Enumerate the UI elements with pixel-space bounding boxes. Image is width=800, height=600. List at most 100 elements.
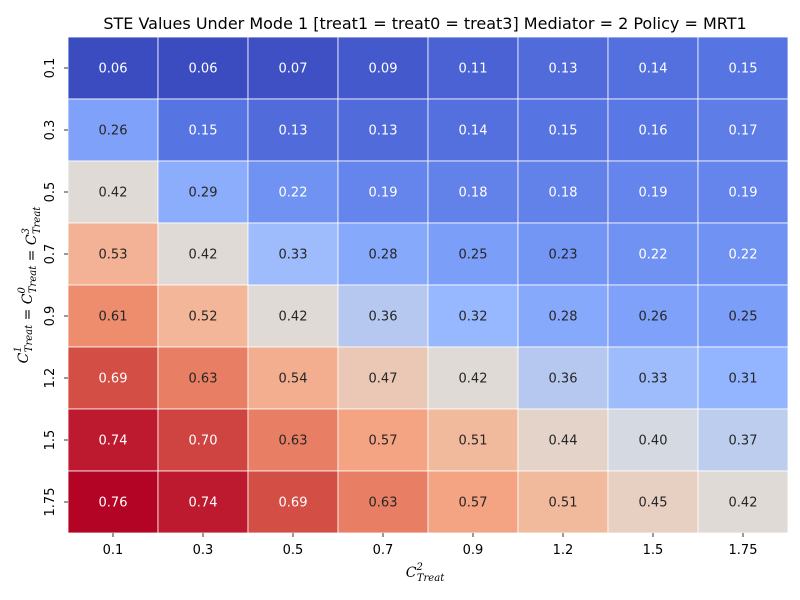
heatmap-cell — [157, 160, 249, 224]
cell-value-label: 0.42 — [279, 310, 308, 325]
y-tick-label: 1.75 — [43, 488, 58, 517]
y-tick-label: 0.5 — [43, 182, 58, 203]
cell-value-label: 0.63 — [279, 434, 308, 449]
cell-value-label: 0.16 — [639, 124, 668, 139]
cell-value-label: 0.19 — [369, 186, 398, 201]
heatmap-cell — [337, 36, 429, 100]
heatmap-cell — [607, 98, 699, 162]
cell-value-label: 0.07 — [279, 62, 308, 77]
heatmap-cell — [427, 470, 519, 534]
heatmap-cell — [157, 346, 249, 410]
cell-value-label: 0.33 — [279, 248, 308, 263]
y-tick-label: 0.9 — [43, 306, 58, 327]
heatmap-cell — [67, 36, 159, 100]
cell-value-label: 0.74 — [189, 496, 218, 511]
y-axis-ticks: 0.1 0.3 0.5 0.7 0.9 1.2 1.5 1.75 — [43, 58, 68, 517]
heatmap-cell — [607, 160, 699, 224]
cell-value-label: 0.26 — [639, 310, 668, 325]
heatmap-cells: 0.06 0.06 0.07 0.09 0.11 0.13 0.14 0.15 0.26 0.15… — [67, 36, 789, 534]
y-tick-label: 0.7 — [43, 244, 58, 265]
cell-value-label: 0.14 — [639, 62, 668, 77]
heatmap-cell — [337, 160, 429, 224]
heatmap-cell — [247, 470, 339, 534]
heatmap-cell — [427, 346, 519, 410]
heatmap-cell — [247, 284, 339, 348]
cell-value-label: 0.25 — [459, 248, 488, 263]
cell-value-label: 0.51 — [459, 434, 488, 449]
cell-value-label: 0.57 — [459, 496, 488, 511]
cell-value-label: 0.18 — [549, 186, 578, 201]
cell-value-label: 0.13 — [369, 124, 398, 139]
cell-value-label: 0.22 — [639, 248, 668, 263]
cell-value-label: 0.19 — [729, 186, 758, 201]
heatmap-cell — [607, 284, 699, 348]
heatmap-cell — [607, 346, 699, 410]
heatmap-cell — [607, 222, 699, 286]
cell-value-label: 0.76 — [99, 496, 128, 511]
cell-value-label: 0.70 — [189, 434, 218, 449]
cell-value-label: 0.54 — [279, 372, 308, 387]
heatmap-cell — [67, 222, 159, 286]
cell-value-label: 0.57 — [369, 434, 398, 449]
cell-value-label: 0.47 — [369, 372, 398, 387]
x-tick-label: 0.3 — [193, 543, 214, 558]
heatmap-cell — [247, 346, 339, 410]
cell-value-label: 0.22 — [729, 248, 758, 263]
heatmap-cell — [67, 160, 159, 224]
x-axis-label: C2 Treat — [406, 562, 445, 584]
heatmap-cell — [517, 36, 609, 100]
heatmap-cell — [157, 36, 249, 100]
heatmap-cell — [427, 98, 519, 162]
cell-value-label: 0.44 — [549, 434, 578, 449]
heatmap-cell — [427, 36, 519, 100]
heatmap-cell — [697, 346, 789, 410]
cell-value-label: 0.37 — [729, 434, 758, 449]
cell-value-label: 0.42 — [459, 372, 488, 387]
cell-value-label: 0.61 — [99, 310, 128, 325]
cell-value-label: 0.32 — [459, 310, 488, 325]
heatmap-cell — [697, 408, 789, 472]
cell-value-label: 0.45 — [639, 496, 668, 511]
heatmap-cell — [247, 36, 339, 100]
cell-value-label: 0.19 — [639, 186, 668, 201]
cell-value-label: 0.36 — [549, 372, 578, 387]
cell-value-label: 0.06 — [189, 62, 218, 77]
x-axis-ticks: 0.1 0.3 0.5 0.7 0.9 1.2 1.5 1.75 — [103, 533, 757, 558]
cell-value-label: 0.40 — [639, 434, 668, 449]
heatmap-cell — [247, 408, 339, 472]
heatmap-cell — [337, 98, 429, 162]
heatmap-cell — [697, 98, 789, 162]
cell-value-label: 0.33 — [639, 372, 668, 387]
heatmap-cell — [247, 160, 339, 224]
cell-value-label: 0.28 — [549, 310, 578, 325]
cell-value-label: 0.51 — [549, 496, 578, 511]
heatmap-cell — [517, 98, 609, 162]
cell-value-label: 0.23 — [549, 248, 578, 263]
heatmap-cell — [517, 284, 609, 348]
cell-value-label: 0.53 — [99, 248, 128, 263]
cell-value-label: 0.29 — [189, 186, 218, 201]
heatmap-cell — [67, 408, 159, 472]
heatmap-cell — [157, 408, 249, 472]
cell-value-label: 0.63 — [369, 496, 398, 511]
x-tick-label: 0.9 — [463, 543, 484, 558]
cell-value-label: 0.17 — [729, 124, 758, 139]
heatmap-cell — [157, 98, 249, 162]
cell-value-label: 0.42 — [189, 248, 218, 263]
x-tick-label: 1.2 — [553, 543, 574, 558]
heatmap-cell — [337, 284, 429, 348]
heatmap-cell — [697, 284, 789, 348]
chart-title: STE Values Under Mode 1 [treat1 = treat0… — [103, 14, 746, 33]
cell-value-label: 0.69 — [99, 372, 128, 387]
heatmap-cell — [517, 346, 609, 410]
cell-value-label: 0.69 — [279, 496, 308, 511]
cell-value-label: 0.18 — [459, 186, 488, 201]
x-tick-label: 0.1 — [103, 543, 124, 558]
heatmap-cell — [517, 408, 609, 472]
cell-value-label: 0.36 — [369, 310, 398, 325]
cell-value-label: 0.11 — [459, 62, 488, 77]
cell-value-label: 0.06 — [99, 62, 128, 77]
heatmap-cell — [427, 222, 519, 286]
heatmap-cell — [427, 160, 519, 224]
